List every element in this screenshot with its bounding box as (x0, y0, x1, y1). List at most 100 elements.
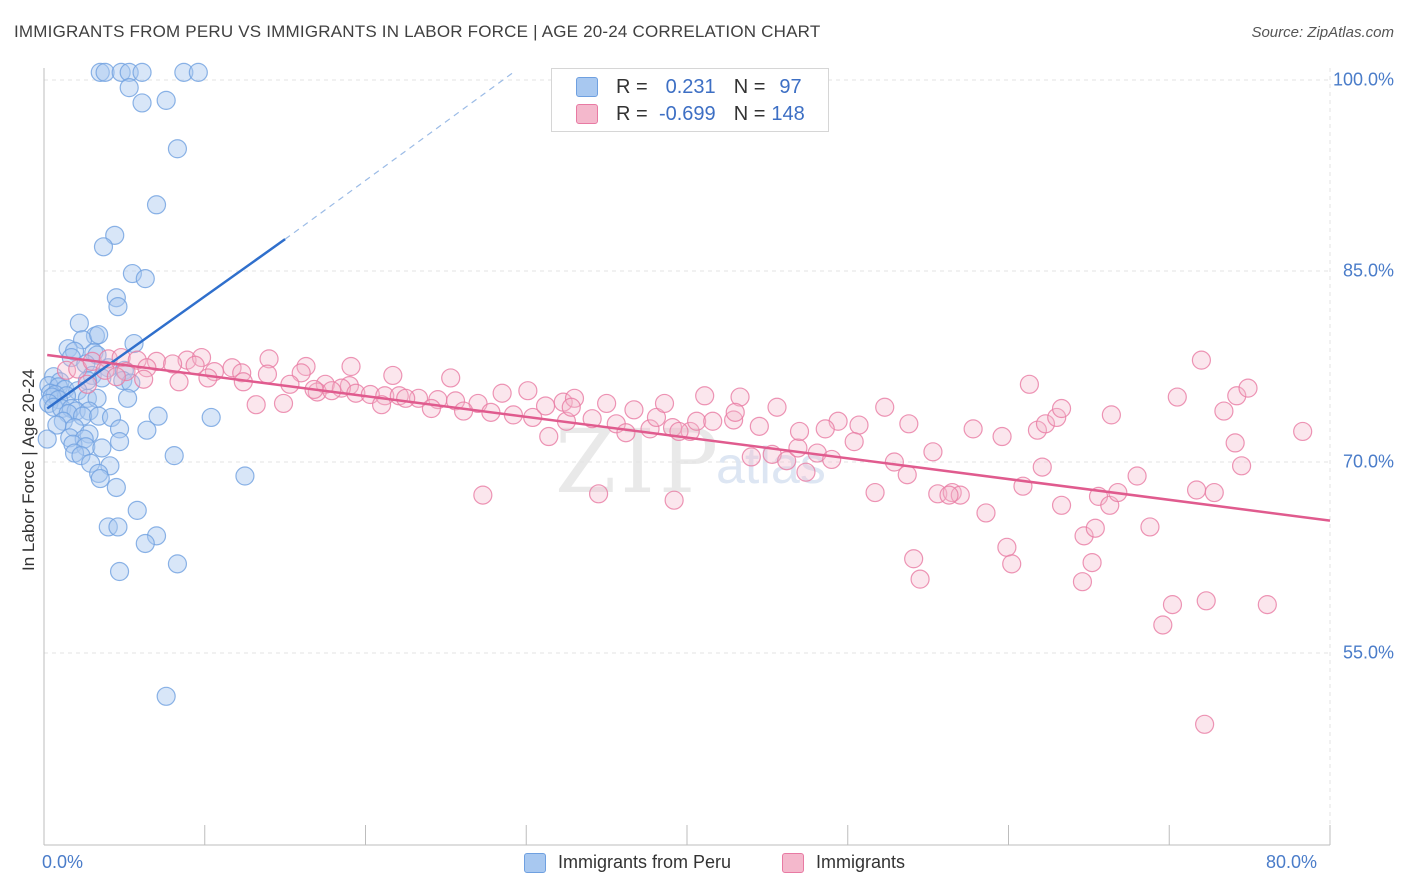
peru-point (79, 401, 99, 421)
immigrants-point (939, 485, 959, 505)
peru-point (164, 446, 184, 466)
immigrants-point (561, 397, 581, 417)
stats-legend: R = 0.231 N = 97 R = -0.699 N = 148 (551, 68, 829, 132)
immigrants-point (582, 409, 602, 429)
immigrants-point (163, 354, 183, 374)
stats-row-immigrants: R = -0.699 N = 148 (576, 102, 809, 126)
immigrants-point (116, 361, 136, 382)
immigrants-point (1162, 595, 1183, 615)
peru-point (235, 466, 255, 486)
immigrants-point (1238, 378, 1258, 398)
stats-row-peru: R = 0.231 N = 97 (576, 75, 817, 99)
immigrants-point (1191, 350, 1212, 370)
immigrants-point (654, 393, 675, 414)
x-tick-label: 80.0% (1266, 852, 1318, 872)
immigrants-point (169, 372, 189, 392)
immigrants-point (453, 401, 474, 421)
immigrants-point (950, 485, 970, 505)
peru-point (137, 420, 157, 440)
immigrants-point (146, 351, 167, 372)
peru-point (146, 195, 167, 215)
peru-point (108, 297, 128, 317)
immigrants-point (687, 411, 707, 431)
immigrants-point (844, 432, 864, 452)
peru-point (108, 517, 128, 537)
peru-point (72, 406, 93, 426)
immigrants-point (518, 381, 538, 401)
immigrants-point (1225, 433, 1245, 453)
immigrants-point (291, 363, 311, 383)
legend-item-peru[interactable]: Immigrants from Peru (524, 852, 731, 873)
immigrants-point (246, 395, 266, 415)
data-points (37, 62, 1313, 734)
peru-point (111, 62, 131, 82)
peru-point (85, 326, 106, 346)
peru-point (156, 686, 176, 706)
immigrants-point (1035, 414, 1056, 434)
immigrants-point (730, 387, 750, 407)
immigrants-point (1140, 517, 1160, 537)
immigrants-point (1047, 407, 1067, 428)
immigrants-point (789, 421, 810, 442)
r-value: 0.231 (665, 75, 716, 98)
peru-point (68, 381, 88, 401)
peru-point (127, 500, 147, 520)
peru-point (105, 225, 125, 245)
peru-point (117, 388, 138, 408)
immigrants-point (1293, 421, 1313, 442)
immigrants-point (664, 490, 684, 510)
legend-item-immigrants[interactable]: Immigrants (782, 852, 905, 873)
immigrants-point (1195, 714, 1215, 734)
immigrants-point (767, 397, 787, 417)
immigrants-point (624, 400, 644, 420)
peru-point (81, 453, 101, 473)
immigrants-point (865, 482, 885, 503)
peru-point (90, 62, 110, 82)
immigrants-point (741, 447, 761, 467)
watermark-atlas: atlas (716, 437, 826, 495)
immigrants-point (421, 398, 442, 419)
immigrants-point (788, 438, 808, 458)
immigrants-point (492, 383, 512, 403)
grid-lines (44, 68, 1331, 845)
immigrants-point (77, 374, 98, 394)
peru-point (98, 517, 118, 537)
immigrants-point (680, 421, 700, 442)
immigrants-point (777, 451, 797, 471)
peru-point (135, 533, 155, 554)
legend-label-immigrants: Immigrants (816, 852, 906, 872)
peru-point (156, 90, 176, 110)
peru-point (95, 62, 115, 82)
immigrants-point (724, 410, 744, 430)
immigrants-point (127, 350, 147, 370)
immigrants-point (198, 368, 218, 388)
immigrants-point (1051, 398, 1072, 419)
peru-point (74, 429, 94, 449)
trend-lines-front (46, 71, 1331, 522)
n-value: 148 (771, 102, 805, 125)
immigrants-point (535, 396, 556, 416)
peru-trend-extension (284, 71, 514, 240)
immigrants-point (1085, 518, 1105, 538)
immigrants-point (897, 465, 917, 485)
peru-point (121, 373, 141, 393)
immigrants-point (849, 415, 869, 435)
immigrants-point (383, 365, 403, 386)
peru-point (100, 456, 120, 476)
immigrants-point (1074, 526, 1094, 546)
r-label: R = (616, 75, 648, 98)
immigrants-point (191, 347, 212, 368)
peru-point (106, 477, 126, 498)
peru-trend-line (46, 238, 286, 410)
immigrants-point (341, 356, 361, 377)
immigrants-point (815, 419, 835, 439)
peru-point (132, 93, 152, 113)
immigrants-point (396, 388, 416, 408)
peru-point (201, 407, 221, 428)
immigrants-legend-swatch (782, 852, 804, 873)
peru-point (109, 561, 130, 582)
y-tick-label: 85.0% (1342, 260, 1394, 281)
immigrants-point (1082, 552, 1102, 573)
peru-point (92, 438, 112, 458)
